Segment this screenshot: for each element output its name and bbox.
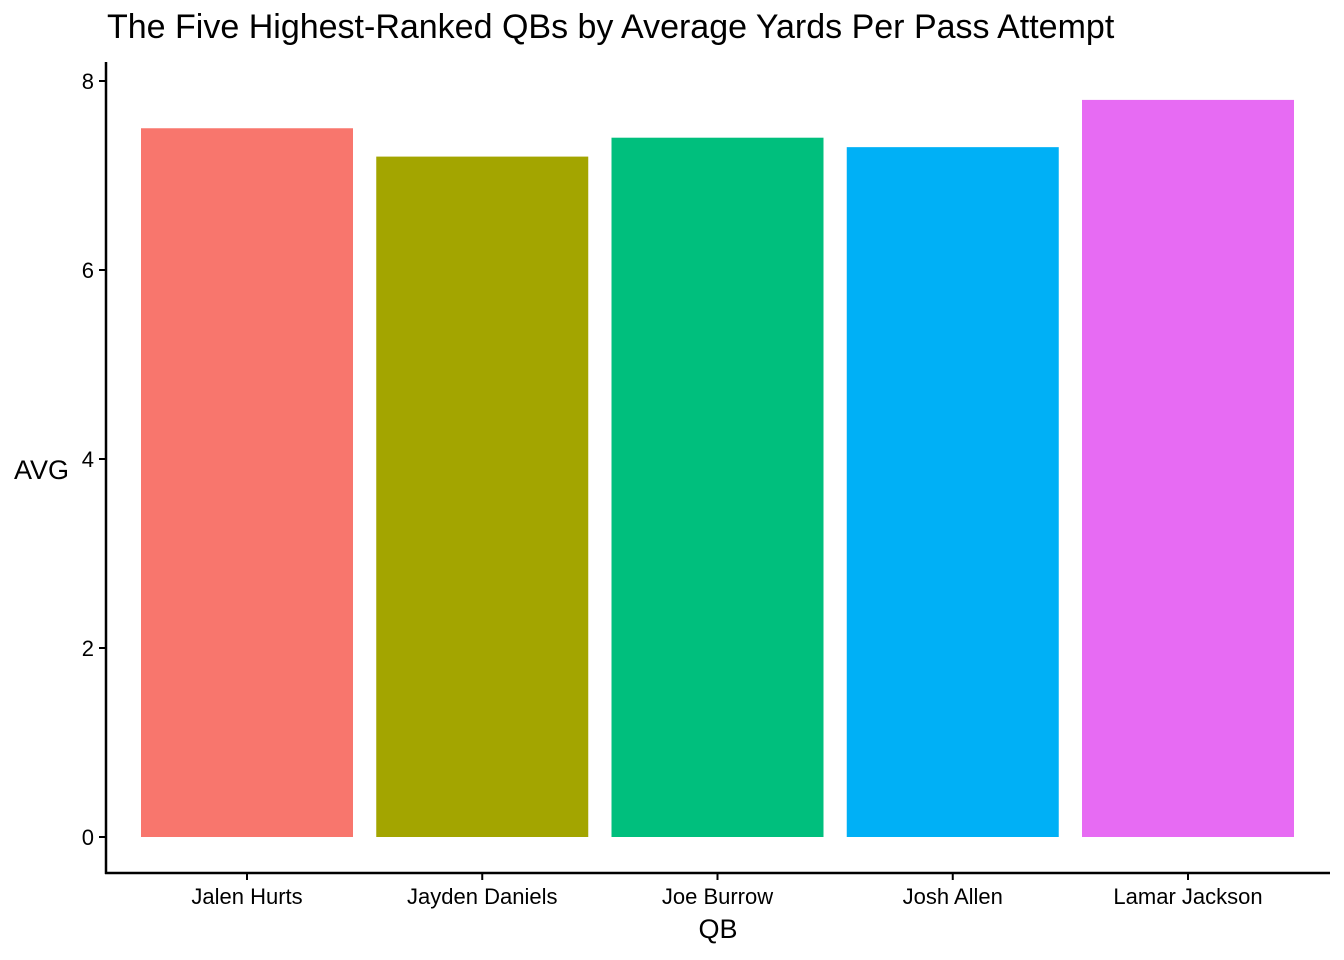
y-axis-ticks: 0 2 4 6 8: [82, 69, 106, 850]
x-tick-label: Lamar Jackson: [1113, 884, 1262, 909]
bar-josh-allen: [846, 147, 1059, 837]
bars-group: [141, 99, 1294, 838]
bar-lamar-jackson: [1082, 99, 1294, 837]
y-tick-label: 2: [82, 636, 94, 661]
y-tick-label: 0: [82, 825, 94, 850]
y-tick-label: 4: [82, 447, 94, 472]
bar-joe-burrow: [611, 137, 824, 837]
bar-jayden-daniels: [376, 156, 589, 838]
x-tick-label: Josh Allen: [903, 884, 1003, 909]
x-tick-label: Joe Burrow: [662, 884, 773, 909]
y-axis-title: AVG: [14, 455, 69, 485]
chart-title: The Five Highest-Ranked QBs by Average Y…: [107, 8, 1115, 46]
bar-jalen-hurts: [141, 128, 353, 837]
y-tick-label: 8: [82, 69, 94, 94]
x-tick-label: Jayden Daniels: [407, 884, 557, 909]
x-axis-title: QB: [698, 914, 737, 944]
y-tick-label: 6: [82, 258, 94, 283]
x-tick-label: Jalen Hurts: [191, 884, 302, 909]
x-axis-ticks: Jalen Hurts Jayden Daniels Joe Burrow Josh …: [191, 873, 1263, 909]
